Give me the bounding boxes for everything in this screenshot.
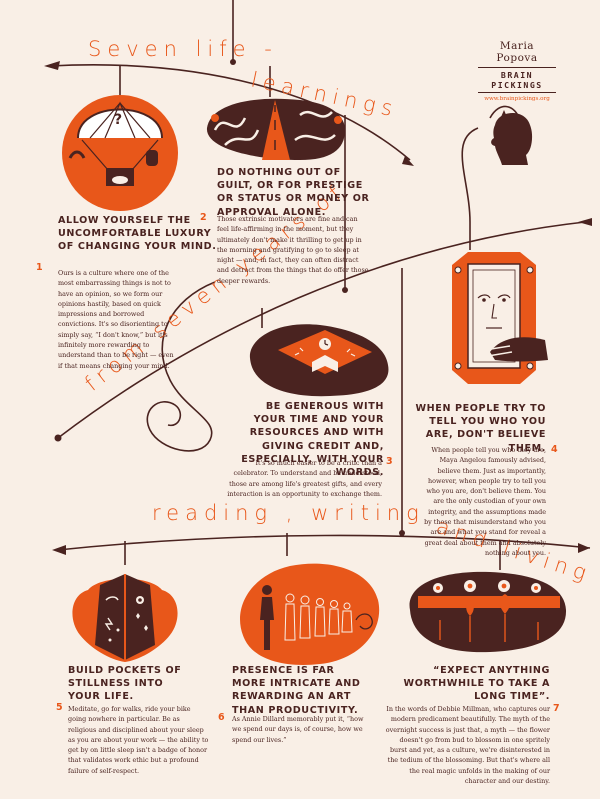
learning-7-number: 7 (553, 703, 560, 714)
learning-5-text: Meditate, go for walks, ride your bike g… (68, 704, 210, 776)
head-silhouette-icon (491, 110, 533, 165)
brand-name: BRAIN PICKINGS (491, 70, 543, 90)
learning-3-number: 3 (386, 456, 393, 467)
learning-2-body: Those extrinsic motivators are fine and … (217, 215, 369, 285)
learning-3-heading: Be generous with your time and your reso… (241, 401, 384, 479)
winding-roads-icon (206, 98, 345, 160)
learning-1-heading: Allow yourself the uncomfortable luxury … (58, 215, 217, 253)
brand-box: BRAIN PICKINGS (478, 67, 556, 93)
learning-1-text: Ours is a culture where one of the most … (58, 268, 180, 371)
learning-6-block: Presence is far more intricate and rewar… (232, 664, 370, 717)
open-book-icon (249, 324, 389, 397)
learning-6-number: 6 (218, 712, 225, 723)
title-line-4: reading , writing (152, 501, 425, 525)
learning-7-text: In the words of Debbie Millman, who capt… (382, 704, 550, 786)
learning-7-body: In the words of Debbie Millman, who capt… (385, 705, 550, 786)
learning-1-block: Allow yourself the uncomfortable luxury … (58, 214, 218, 254)
author-name: Maria Popova (496, 40, 538, 64)
learning-1-number: 1 (36, 262, 43, 273)
learning-1-body: Ours is a culture where one of the most … (58, 269, 174, 370)
learning-2-heading: Do nothing out of guilt, or for prestige… (217, 167, 370, 218)
learning-3-block: Be generous with your time and your reso… (232, 400, 384, 479)
learning-2-number: 2 (200, 212, 207, 223)
mirror-portrait-icon (452, 252, 548, 384)
learning-3-body: It's so much easier to be a critic than … (227, 459, 382, 498)
learning-4-body: When people tell you who they are, Maya … (424, 446, 546, 557)
hot-air-balloon-icon: ? (62, 95, 178, 211)
learning-3-text: It's so much easier to be a critic than … (222, 458, 382, 499)
svg-text:?: ? (114, 112, 122, 128)
mobile-arrow-tips (44, 59, 592, 555)
learning-5-number: 5 (56, 702, 63, 713)
learning-5-block: Build pockets of stillness into your lif… (68, 664, 198, 704)
blooming-flowers-icon (409, 571, 567, 653)
learning-7-heading: “Expect anything worthwhile to take a lo… (403, 665, 550, 703)
learning-6-text: As Annie Dillard memorably put it, “how … (232, 714, 372, 745)
title-line-1: Seven life - (88, 37, 278, 61)
learning-5-heading: Build pockets of stillness into your lif… (68, 665, 182, 703)
learning-4-number: 4 (551, 444, 558, 455)
learning-4-block: When people try to tell you who you are,… (410, 402, 546, 455)
learning-5-body: Meditate, go for walks, ride your bike g… (68, 705, 209, 775)
credit-block: Maria Popova BRAIN PICKINGS www.brainpic… (478, 40, 556, 102)
learning-2-text: Those extrinsic motivators are fine and … (217, 214, 369, 286)
sleeping-faces-icon (72, 574, 178, 662)
learning-4-heading: When people try to tell you who you are,… (415, 403, 546, 454)
learning-7-block: “Expect anything worthwhile to take a lo… (390, 664, 550, 704)
mobile-arms (49, 0, 591, 570)
crowd-silhouettes-icon (240, 563, 380, 665)
learning-2-block: Do nothing out of guilt, or for prestige… (217, 166, 377, 219)
learning-4-text: When people tell you who they are, Maya … (424, 445, 546, 558)
learning-6-heading: Presence is far more intricate and rewar… (232, 665, 361, 716)
learning-6-body: As Annie Dillard memorably put it, “how … (232, 715, 364, 744)
brand-url[interactable]: www.brainpickings.org (484, 96, 550, 102)
